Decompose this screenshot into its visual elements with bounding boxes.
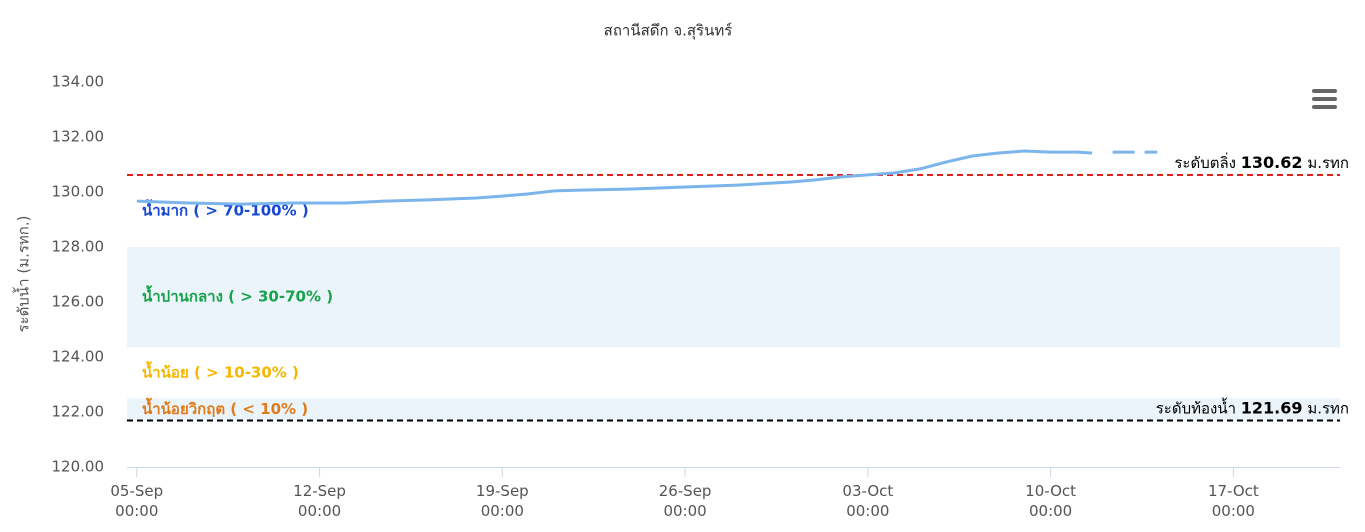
y-tick-label: 120.00 [52, 458, 105, 476]
x-tick-label: 12-Sep 00:00 [293, 482, 346, 520]
plot-line-value: 121.69 [1241, 398, 1303, 417]
zone-label: น้ำปานกลาง ( > 30-70% ) [142, 285, 333, 306]
zone-label: น้ำน้อย ( > 10-30% ) [142, 360, 299, 381]
plot-line-label: ระดับตลิ่ง 130.62 ม.รทก [1174, 151, 1349, 171]
y-tick-label: 124.00 [52, 348, 105, 366]
x-tick-label: 03-Oct 00:00 [842, 482, 894, 520]
y-tick-label: 130.00 [52, 183, 105, 201]
plot-line-suffix: ม.รทก [1307, 153, 1349, 171]
x-tick-label: 17-Oct 00:00 [1207, 482, 1259, 520]
menu-bar[interactable] [1312, 97, 1337, 101]
plot-line-prefix: ระดับท้องน้ำ [1156, 397, 1236, 417]
chart-title: สถานีสดึก จ.สุรินทร์ [604, 22, 733, 41]
x-tick-label: 10-Oct 00:00 [1025, 482, 1077, 520]
plot-line-value: 130.62 [1241, 152, 1303, 171]
data-line [136, 149, 1093, 206]
plot-line-prefix: ระดับตลิ่ง [1174, 151, 1236, 171]
plot-line-label: ระดับท้องน้ำ 121.69 ม.รทก [1156, 397, 1349, 417]
plot-line-suffix: ม.รทก [1307, 399, 1349, 417]
y-tick-label: 132.00 [52, 128, 105, 146]
menu-bar[interactable] [1312, 105, 1337, 109]
x-tick-label: 19-Sep 00:00 [475, 482, 529, 520]
zone-label: น้ำน้อยวิกฤต ( < 10% ) [142, 397, 308, 418]
menu-bar[interactable] [1312, 89, 1337, 93]
y-tick-label: 134.00 [52, 73, 105, 91]
y-tick-label: 128.00 [52, 238, 105, 256]
zone-band [127, 247, 1340, 348]
zone-band [127, 398, 1340, 421]
x-tick-label: 26-Sep 00:00 [658, 482, 712, 520]
menu-button[interactable] [1310, 86, 1340, 112]
y-tick-label: 122.00 [52, 403, 105, 421]
x-tick-label: 05-Sep 00:00 [110, 482, 164, 520]
y-axis-title: ระดับน้ำ (ม.รทก.) [13, 216, 33, 333]
y-tick-label: 126.00 [52, 293, 105, 311]
